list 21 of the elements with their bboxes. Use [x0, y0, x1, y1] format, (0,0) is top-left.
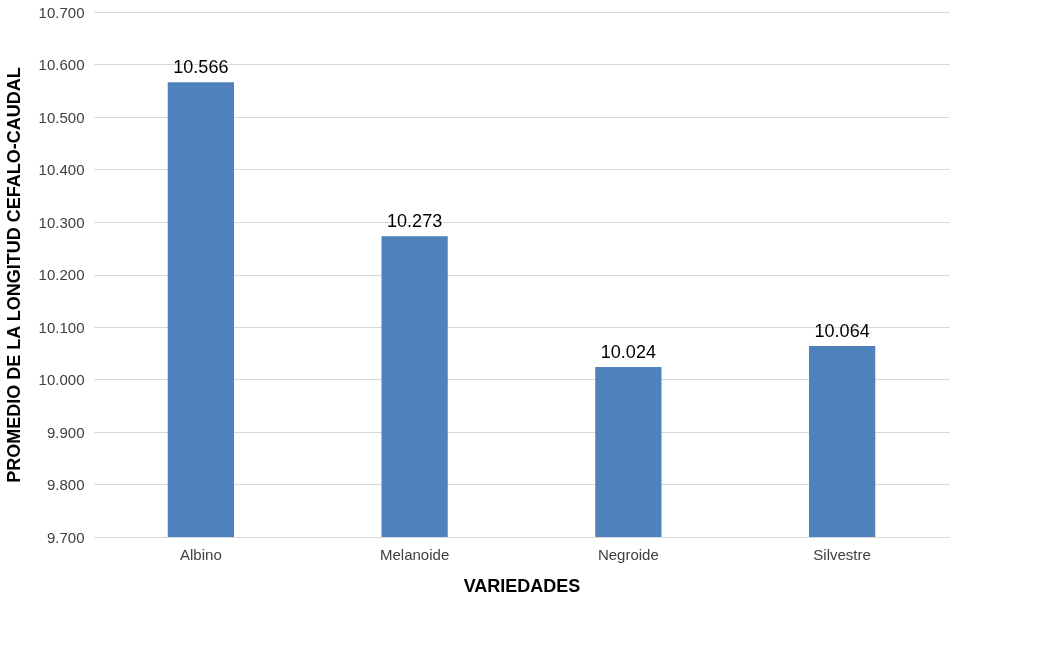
y-tick-label: 10.200: [38, 266, 85, 283]
y-tick-label: 9.700: [46, 528, 85, 546]
y-tick-label: 9.800: [46, 476, 85, 493]
data-label: 10.064: [814, 320, 870, 341]
x-axis-title: VARIEDADES: [463, 575, 581, 596]
x-tick-label: Albino: [180, 545, 222, 563]
y-tick-label: 10.600: [38, 56, 85, 73]
data-label: 10.024: [600, 341, 656, 362]
y-tick-label: 10.400: [38, 161, 85, 178]
y-tick-label: 10.300: [38, 213, 85, 231]
y-axis-title: PROMEDIO DE LA LONGITUD CEFALO-CAUDAL: [3, 67, 24, 483]
y-tick-label: 10.100: [38, 318, 85, 336]
data-label: 10.566: [173, 57, 229, 78]
x-tick-label: Melanoide: [380, 545, 450, 563]
y-tick-label: 10.000: [38, 371, 85, 388]
data-label: 10.273: [387, 211, 443, 232]
y-tick-label: 10.500: [38, 108, 85, 126]
x-tick-label: Negroide: [597, 545, 659, 563]
x-tick-label: Silvestre: [813, 545, 871, 563]
y-tick-label: 9.900: [46, 423, 85, 441]
y-tick-label: 10.700: [38, 3, 85, 21]
